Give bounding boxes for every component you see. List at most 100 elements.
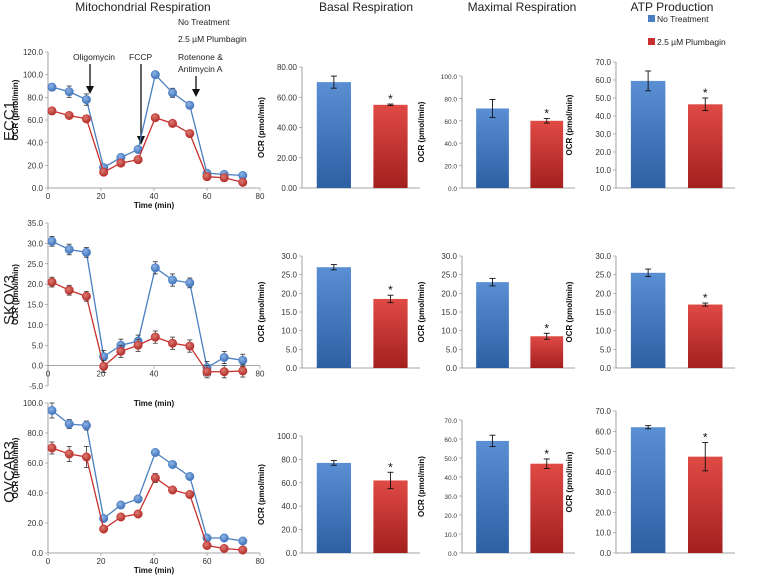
y-tick-label: 10.0	[441, 327, 457, 336]
x-axis-label: Time (min)	[134, 566, 175, 575]
y-tick-label: 20.0	[444, 164, 457, 171]
y-tick-label: 30.0	[441, 252, 457, 261]
y-axis-label: OCR (pmol/min)	[565, 94, 574, 155]
bar-no-treatment	[476, 282, 509, 368]
y-tick-label: 50.0	[595, 94, 611, 103]
significance-star: *	[544, 321, 549, 335]
y-tick-label: 40.0	[444, 475, 457, 482]
y-tick-label: 25.0	[595, 271, 611, 280]
x-tick-label: 60	[203, 192, 212, 201]
data-point	[47, 443, 57, 453]
y-tick-label: 20.00	[277, 154, 298, 163]
chart-skov3-atp: 0.0 5.0 10.0 15.0 20.0 25.0 30.0 OCR (pmol/min)…	[565, 252, 735, 373]
data-point	[47, 405, 57, 415]
y-tick-label: 5.0	[600, 345, 612, 354]
y-tick-label: 15.0	[595, 308, 611, 317]
bar-plumbagin	[687, 456, 723, 553]
y-tick-label: 60.00	[277, 93, 298, 102]
annotation-plumbagin: 2.5 µM Plumbagin	[178, 34, 247, 44]
y-tick-label: 20.0	[27, 519, 43, 528]
data-point	[185, 341, 195, 351]
y-tick-label: 40.0	[444, 141, 457, 148]
x-tick-label: 20	[97, 370, 106, 379]
significance-star: *	[388, 460, 393, 474]
x-tick-label: 0	[46, 192, 51, 201]
column-title-atp: ATP Production	[631, 0, 714, 14]
bar-no-treatment	[630, 272, 666, 368]
significance-star: *	[388, 283, 393, 297]
data-point	[185, 278, 195, 288]
y-axis-label: OCR (pmol/min)	[11, 264, 20, 325]
data-point	[99, 361, 109, 371]
y-tick-label: 20.0	[444, 513, 457, 520]
y-tick-label: 5.0	[446, 345, 458, 354]
column-title-mito: Mitochondrial Respiration	[75, 0, 210, 14]
significance-star: *	[388, 92, 393, 106]
data-point	[81, 114, 91, 124]
data-point	[133, 340, 143, 350]
data-point	[47, 106, 57, 116]
y-tick-label: 20.0	[595, 289, 611, 298]
y-tick-label: 60.0	[281, 479, 297, 488]
annotation-rotenone-line2: Antimycin A	[178, 64, 223, 74]
series-line	[51, 447, 243, 551]
row-label-ecc1: ECC1	[1, 101, 18, 141]
data-point	[185, 471, 195, 481]
x-tick-label: 80	[256, 192, 265, 201]
legend-swatch-no-treatment	[648, 15, 655, 22]
y-tick-label: 30.0	[27, 239, 43, 248]
bar-plumbagin	[373, 480, 408, 553]
y-tick-label: 60.0	[595, 427, 611, 436]
significance-star: *	[544, 107, 549, 121]
bar-no-treatment	[630, 427, 666, 553]
y-tick-label: 0.0	[286, 364, 298, 373]
y-tick-label: 0.00	[281, 184, 297, 193]
data-point	[99, 167, 109, 177]
data-point	[47, 236, 57, 246]
y-tick-label: 100.0	[441, 74, 458, 81]
data-point	[81, 95, 91, 105]
y-tick-label: 40.0	[595, 112, 611, 121]
x-tick-label: 40	[150, 192, 159, 201]
chart-ecc1-basal: 0.00 20.00 40.00 60.00 80.00 OCR (pmol/min) *	[257, 63, 420, 193]
bar-plumbagin	[530, 463, 564, 553]
y-tick-label: 120.0	[23, 48, 44, 57]
y-tick-label: 80.0	[27, 429, 43, 438]
y-tick-label: 40.0	[595, 468, 611, 477]
series-line	[51, 110, 243, 183]
y-tick-label: 5.0	[286, 345, 298, 354]
data-point	[238, 536, 248, 546]
y-tick-label: 30.0	[595, 130, 611, 139]
data-point	[238, 545, 248, 555]
x-axis-label: Time (min)	[134, 201, 175, 210]
y-tick-label: 0.0	[32, 184, 44, 193]
data-point	[168, 338, 178, 348]
x-tick-label: 40	[150, 557, 159, 566]
bar-plumbagin	[530, 120, 564, 188]
significance-star: *	[703, 291, 708, 305]
data-point	[202, 172, 212, 182]
chart-ecc1-atp: 0.0 10.0 20.0 30.0 40.0 50.0 60.0 70.0 OCR (pmol…	[565, 58, 735, 193]
y-tick-label: 40.0	[281, 502, 297, 511]
y-tick-label: 25.0	[281, 271, 297, 280]
series-line	[51, 73, 243, 177]
data-point	[47, 82, 57, 92]
x-axis-label: Time (min)	[134, 399, 175, 408]
y-axis-label: OCR (pmol/min)	[257, 97, 266, 158]
y-tick-label: 0.0	[600, 364, 612, 373]
y-tick-label: 60.0	[444, 437, 457, 444]
bar-plumbagin	[687, 304, 723, 368]
chart-ecc1-mito: 0.0 20.0 40.0 60.0 80.0 100.0 120.0 0 20 40 60 80 Ti…	[11, 48, 265, 210]
data-point	[116, 158, 126, 168]
bar-no-treatment	[476, 440, 509, 553]
x-tick-label: 20	[97, 192, 106, 201]
x-tick-label: 0	[46, 557, 51, 566]
data-point	[116, 500, 126, 510]
fccp-arrowhead	[137, 136, 145, 145]
series-line	[51, 240, 243, 369]
series-line	[51, 409, 243, 542]
y-tick-label: 30.0	[444, 494, 457, 501]
data-point	[64, 110, 74, 120]
y-tick-label: 0.0	[600, 549, 612, 558]
column-title-basal: Basal Respiration	[319, 0, 413, 14]
